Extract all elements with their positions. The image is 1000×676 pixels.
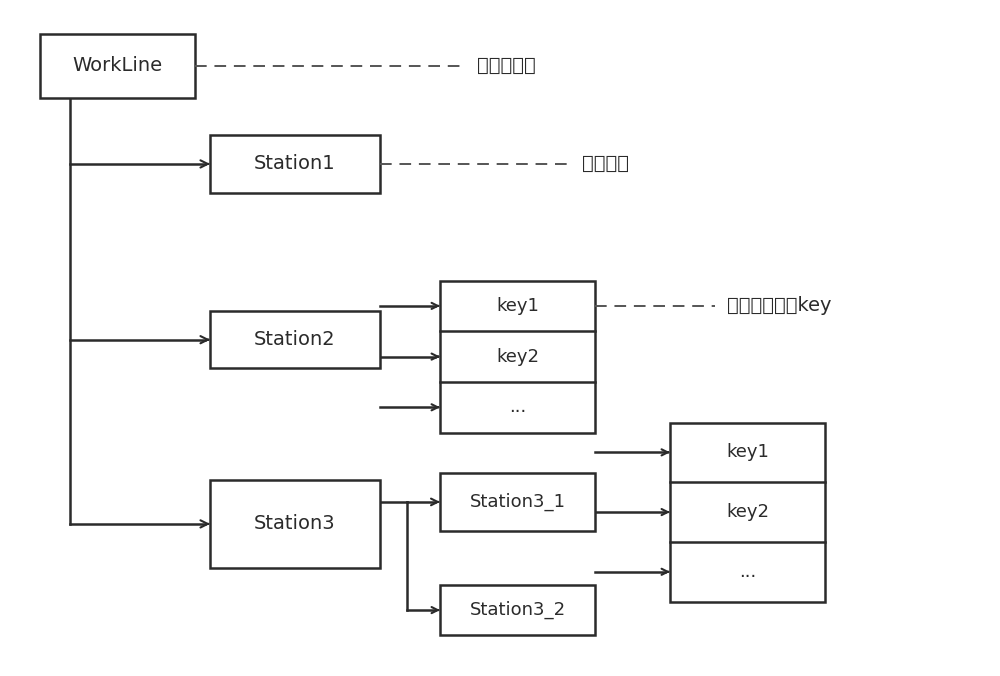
Text: ...: ... — [509, 398, 526, 416]
Text: key2: key2 — [726, 503, 769, 521]
Text: Station3_1: Station3_1 — [470, 493, 566, 511]
Text: Station3: Station3 — [254, 514, 336, 533]
Bar — [440, 473, 595, 531]
Text: Station1: Station1 — [254, 154, 336, 174]
Text: key1: key1 — [726, 443, 769, 461]
Text: 分布式缓存的key: 分布式缓存的key — [727, 296, 832, 316]
Text: WorkLine: WorkLine — [72, 56, 163, 76]
Bar — [440, 281, 595, 433]
Text: ...: ... — [739, 563, 756, 581]
Text: Station2: Station2 — [254, 330, 336, 349]
Text: 流水线信息: 流水线信息 — [477, 56, 536, 76]
Text: Station3_2: Station3_2 — [469, 601, 566, 619]
Text: key1: key1 — [496, 297, 539, 315]
Bar — [210, 480, 380, 568]
Bar — [670, 422, 825, 602]
Text: 站点信息: 站点信息 — [582, 154, 629, 174]
Bar — [40, 34, 195, 98]
Text: key2: key2 — [496, 347, 539, 366]
Bar — [210, 135, 380, 193]
Bar — [210, 311, 380, 368]
Bar — [440, 585, 595, 635]
